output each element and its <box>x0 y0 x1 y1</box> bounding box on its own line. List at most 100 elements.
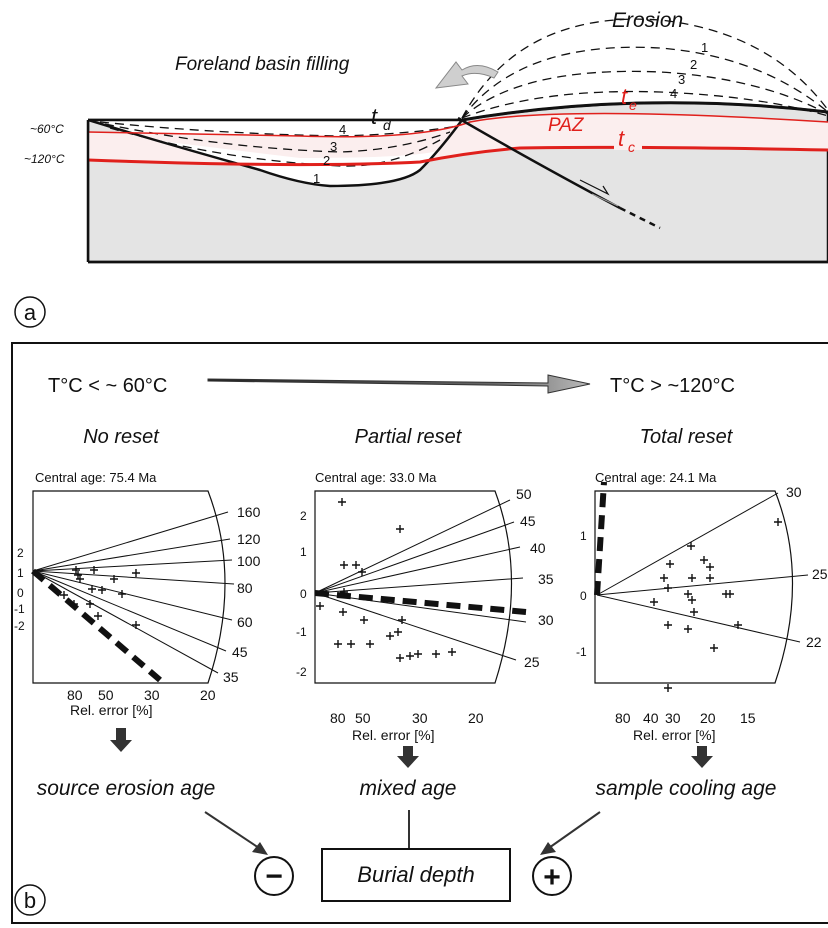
plus-symbol: + <box>543 861 561 894</box>
basin-level-label: 4 <box>339 122 346 137</box>
td-subscript: d <box>383 117 392 133</box>
x-axis-label: Rel. error [%] <box>352 727 434 743</box>
temp-60-label: ~60°C <box>30 122 64 136</box>
erosion-arc-4 <box>461 90 828 119</box>
result-source-erosion-age: source erosion age <box>37 777 216 800</box>
x-tick: 40 <box>643 710 659 726</box>
basin-level-label: 3 <box>330 139 337 154</box>
x-tick: 30 <box>412 710 428 726</box>
te-label: t <box>621 84 628 109</box>
tc-label-bg <box>614 126 642 150</box>
data-points <box>60 566 140 629</box>
y-tick: -1 <box>576 645 587 659</box>
x-tick: 20 <box>468 710 484 726</box>
plot-title-total-reset: Total reset <box>640 426 734 448</box>
x-tick: 15 <box>740 710 756 726</box>
panel-a-badge <box>14 296 46 328</box>
x-tick: 30 <box>665 710 681 726</box>
erosion-level-label: 1 <box>701 40 708 55</box>
radial-plot-partial-reset: Central age: 33.0 Ma 50 45 40 35 30 25 2… <box>296 470 554 743</box>
panel-b: T°C < ~ 60°C T°C > ~120°C No reset Parti… <box>11 342 828 924</box>
slip-arrow-2 <box>591 193 619 207</box>
y-tick: 0 <box>300 587 307 601</box>
panel-a-letter: a <box>24 300 37 325</box>
y-tick: -1 <box>296 625 307 639</box>
x-tick: 80 <box>67 687 83 703</box>
result-mixed-age: mixed age <box>360 777 457 800</box>
down-arrow-icon <box>691 746 713 768</box>
x-tick: 80 <box>615 710 631 726</box>
central-age: Central age: 24.1 Ma <box>595 470 717 485</box>
y-tick: 1 <box>580 529 587 543</box>
thrust-fault-dashed <box>619 206 661 230</box>
y-tick: -2 <box>296 665 307 679</box>
x-tick: 30 <box>144 687 160 703</box>
result-sample-cooling-age: sample cooling age <box>596 777 777 800</box>
central-age: Central age: 75.4 Ma <box>35 470 157 485</box>
curved-arrow-icon <box>434 61 499 89</box>
x-tick: 50 <box>98 687 114 703</box>
radial-label: 100 <box>237 553 261 569</box>
y-tick: 2 <box>17 546 24 560</box>
y-tick: -2 <box>14 619 25 633</box>
x-tick: 80 <box>330 710 346 726</box>
radial-label: 80 <box>237 580 253 596</box>
plus-icon <box>532 856 572 896</box>
erosion-level-label: 3 <box>678 72 685 87</box>
temp-120-label: ~120°C <box>24 152 65 166</box>
erosion-level-label: 4 <box>670 86 677 101</box>
radial-label: 25 <box>812 566 828 582</box>
panel-b-badge <box>14 884 46 916</box>
burial-depth-box <box>321 848 511 902</box>
panel-b-frame <box>11 342 828 924</box>
radial-label: 30 <box>786 484 802 500</box>
basin-level-label: 2 <box>323 153 330 168</box>
erosion-arc-3 <box>461 70 828 119</box>
isotherm-60 <box>88 112 828 138</box>
radial-label: 35 <box>223 669 239 685</box>
basin-level-4 <box>99 121 459 137</box>
data-points <box>316 498 456 662</box>
y-tick: 1 <box>300 545 307 559</box>
foreland-label: Foreland basin filling <box>175 54 350 75</box>
minus-symbol: − <box>265 860 283 893</box>
basin-level-3 <box>104 123 451 153</box>
radial-label: 30 <box>538 612 554 628</box>
x-tick: 20 <box>700 710 716 726</box>
x-axis-label: Rel. error [%] <box>633 727 715 743</box>
basin-paz <box>100 122 462 158</box>
radial-plot-total-reset: Central age: 24.1 Ma 30 25 22 1 0 -1 80 … <box>576 470 828 743</box>
plot-title-partial-reset: Partial reset <box>355 426 463 448</box>
basin-level-label: 1 <box>313 171 320 186</box>
x-tick: 20 <box>200 687 216 703</box>
basin-outline <box>88 118 464 188</box>
down-arrow-icon <box>397 746 419 768</box>
data-points <box>650 518 782 692</box>
y-tick: 0 <box>17 586 24 600</box>
down-arrows <box>110 728 713 768</box>
radial-label: 35 <box>538 571 554 587</box>
tc-label: t <box>618 126 625 151</box>
radial-label: 160 <box>237 504 261 520</box>
slip-arrow <box>579 179 610 196</box>
isotherm-120 <box>88 145 828 167</box>
y-tick: 2 <box>300 509 307 523</box>
y-tick: 0 <box>580 589 587 603</box>
erosion-arc-2 <box>461 46 828 119</box>
radial-label: 45 <box>232 644 248 660</box>
temp-low-label: T°C < ~ 60°C <box>48 375 167 397</box>
radial-label: 120 <box>237 531 261 547</box>
td-label: t <box>371 104 378 129</box>
radial-label: 25 <box>524 654 540 670</box>
temp-high-label: T°C > ~120°C <box>610 375 735 397</box>
burial-depth-label: Burial depth <box>357 862 474 887</box>
range-surface <box>461 101 828 122</box>
central-age: Central age: 33.0 Ma <box>315 470 437 485</box>
tc-subscript: c <box>628 139 635 155</box>
minus-icon <box>254 856 294 896</box>
erosion-level-label: 2 <box>690 57 697 72</box>
te-subscript: e <box>629 97 637 113</box>
down-arrow-icon <box>110 728 132 752</box>
